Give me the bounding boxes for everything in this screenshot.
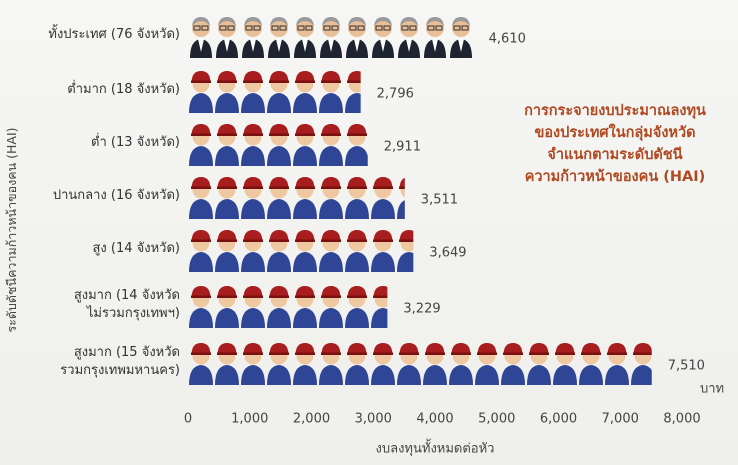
- x-tick-label: 3,000: [355, 412, 392, 427]
- y-tick-label: ปานกลาง (16 จังหวัด): [52, 188, 180, 203]
- y-axis-title: ระดับดัชนีความก้าวหน้าของคน (HAI): [4, 127, 19, 333]
- x-tick-label: 0: [184, 412, 192, 427]
- x-axis-title: งบลงทุนทั้งหมดต่อหัว: [376, 439, 495, 457]
- bar: [188, 67, 361, 113]
- bar: [188, 282, 388, 328]
- y-tick-label: สูงมาก (15 จังหวัด รวมกรุงเทพมหานคร): [60, 345, 180, 378]
- bar: [188, 120, 368, 166]
- value-label: 7,510: [668, 359, 705, 374]
- y-tick-label: สูงมาก (14 จังหวัด ไม่รวมกรุงเทพฯ): [73, 288, 180, 321]
- bar: [188, 173, 405, 219]
- x-tick-label: 2,000: [293, 412, 330, 427]
- bar: [188, 12, 473, 58]
- annotation: การกระจายงบประมาณลงทุน ของประเทศในกลุ่มจ…: [524, 103, 706, 185]
- x-tick-label: 1,000: [231, 412, 268, 427]
- y-tick-label: สูง (14 จังหวัด): [92, 241, 180, 256]
- value-label: 3,649: [429, 246, 466, 261]
- x-tick-label: 5,000: [478, 412, 515, 427]
- x-tick-label: 8,000: [663, 412, 700, 427]
- value-label: 3,511: [421, 193, 458, 208]
- value-label: 4,610: [489, 32, 526, 47]
- x-tick-label: 6,000: [540, 412, 577, 427]
- value-label: 3,229: [403, 302, 440, 317]
- y-tick-label: ต่ำ (13 จังหวัด): [91, 135, 180, 150]
- x-axis-unit: บาท: [700, 382, 724, 397]
- y-tick-label: ทั้งประเทศ (76 จังหวัด): [48, 27, 180, 42]
- value-label: 2,796: [377, 87, 414, 102]
- value-label: 2,911: [384, 140, 421, 155]
- x-tick-label: 4,000: [416, 412, 453, 427]
- y-tick-label: ต่ำมาก (18 จังหวัด): [67, 82, 180, 97]
- x-tick-label: 7,000: [602, 412, 639, 427]
- bar: [188, 339, 652, 385]
- bar: [188, 226, 414, 272]
